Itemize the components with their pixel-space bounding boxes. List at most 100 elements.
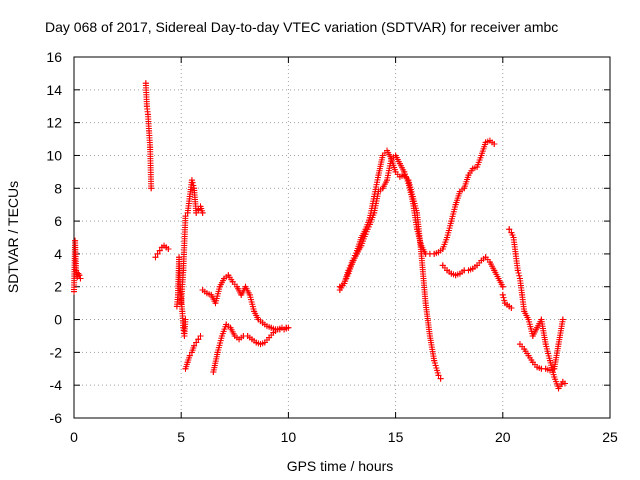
data-point	[478, 152, 485, 159]
data-point	[246, 291, 253, 298]
y-tick-label: 8	[54, 180, 62, 196]
data-point	[147, 144, 154, 151]
data-point	[396, 160, 403, 167]
data-point	[519, 291, 526, 298]
x-tick-label: 20	[495, 429, 511, 445]
data-point	[478, 257, 485, 264]
data-point	[561, 380, 568, 387]
data-point	[439, 262, 446, 269]
chart-title: Day 068 of 2017, Sidereal Day-to-day VTE…	[45, 19, 558, 35]
data-point	[242, 283, 249, 290]
data-point	[371, 209, 378, 216]
data-point	[444, 267, 451, 274]
data-point	[184, 209, 191, 216]
series-sat-a	[71, 237, 84, 295]
data-points	[71, 80, 568, 392]
data-point	[510, 234, 517, 241]
data-point	[375, 188, 382, 195]
data-point	[409, 198, 416, 205]
x-tick-label: 15	[388, 429, 404, 445]
data-point	[508, 305, 515, 312]
data-point	[203, 290, 210, 297]
series-sat-l	[499, 291, 515, 312]
data-point	[236, 336, 243, 343]
data-point	[388, 155, 395, 162]
data-point	[223, 321, 230, 328]
data-point	[212, 300, 219, 307]
data-point	[486, 137, 493, 144]
data-point	[431, 250, 438, 257]
series-sat-b	[142, 80, 155, 192]
data-point	[512, 250, 519, 257]
data-point	[379, 152, 386, 159]
data-point	[76, 272, 83, 279]
data-point	[426, 332, 433, 339]
x-tick-label: 0	[70, 429, 78, 445]
data-point	[465, 267, 472, 274]
data-point	[444, 234, 451, 241]
data-point	[474, 262, 481, 269]
data-point	[508, 229, 515, 236]
data-point	[255, 316, 262, 323]
data-point	[401, 168, 408, 175]
data-point	[263, 323, 270, 330]
data-point	[495, 275, 502, 282]
data-point	[180, 267, 187, 274]
data-point	[174, 291, 181, 298]
data-point	[521, 308, 528, 315]
data-point	[143, 103, 150, 110]
data-point	[414, 226, 421, 233]
data-point	[534, 324, 541, 331]
data-point	[182, 213, 189, 220]
data-point	[283, 324, 290, 331]
x-tick-label: 5	[177, 429, 185, 445]
data-point	[366, 221, 373, 228]
data-point	[506, 226, 513, 233]
data-point	[210, 369, 217, 376]
data-point	[73, 267, 80, 274]
data-point	[186, 193, 193, 200]
data-point	[182, 316, 189, 323]
data-point	[231, 332, 238, 339]
data-point	[148, 185, 155, 192]
data-point	[193, 209, 200, 216]
data-point	[341, 280, 348, 287]
data-point	[156, 247, 163, 254]
data-point	[154, 250, 161, 257]
data-point	[529, 332, 536, 339]
data-point	[233, 283, 240, 290]
series-sat-e	[178, 177, 206, 307]
data-point	[375, 172, 382, 179]
data-point	[486, 259, 493, 266]
data-point	[266, 334, 273, 341]
x-tick-label: 25	[602, 429, 618, 445]
data-point	[180, 324, 187, 331]
data-point	[188, 349, 195, 356]
x-axis-label: GPS time / hours	[287, 458, 394, 474]
data-point	[188, 177, 195, 184]
y-axis-label: SDTVAR / TECUs	[5, 181, 21, 293]
data-point	[179, 308, 186, 315]
data-point	[437, 375, 444, 382]
data-point	[218, 332, 225, 339]
data-point	[358, 234, 365, 241]
data-point	[178, 300, 185, 307]
data-point	[268, 324, 275, 331]
data-point	[456, 270, 463, 277]
data-point	[516, 275, 523, 282]
data-point	[257, 341, 264, 348]
data-point	[482, 139, 489, 146]
data-point	[422, 300, 429, 307]
data-point	[474, 163, 481, 170]
data-point	[555, 341, 562, 348]
data-point	[186, 352, 193, 359]
data-point	[227, 324, 234, 331]
data-point	[499, 283, 506, 290]
data-point	[229, 278, 236, 285]
data-point	[274, 326, 281, 333]
y-tick-label: -4	[50, 377, 63, 393]
data-point	[392, 168, 399, 175]
data-point	[216, 283, 223, 290]
